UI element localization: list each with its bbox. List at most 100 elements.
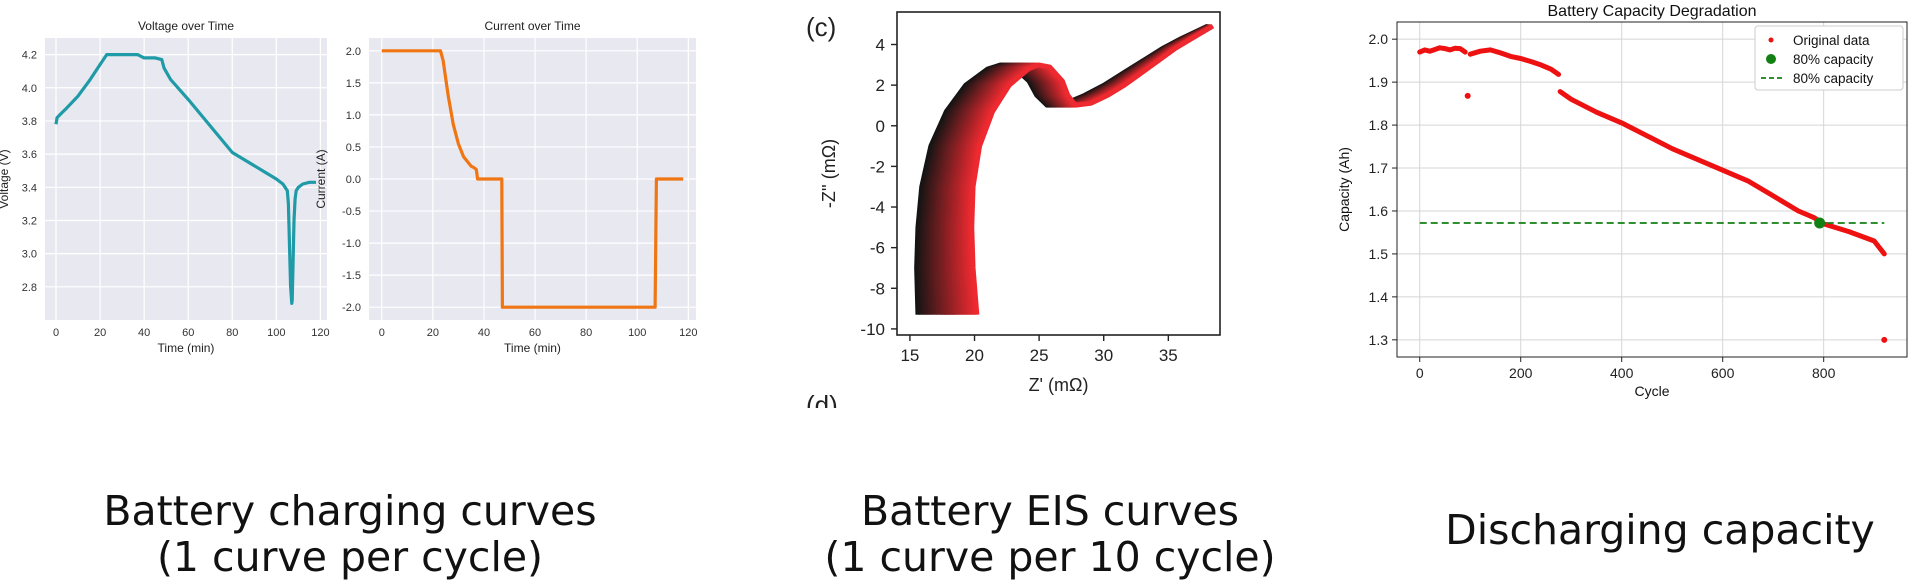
x-tick-label: 60 <box>182 327 194 339</box>
legend-label: 80% capacity <box>1793 71 1874 86</box>
x-tick-label: 30 <box>1094 346 1113 365</box>
plot-frame <box>896 11 1221 336</box>
chart-capacity: 0 200 400 600 800 1.3 1.4 1.5 1.6 1.7 1.8 1.9 2.0 Bat… <box>1336 3 1908 399</box>
y-tick-label: -6 <box>870 239 885 258</box>
chart-title: Battery Capacity Degradation <box>1548 3 1757 20</box>
x-tick-label: 40 <box>478 327 490 339</box>
caption-discharging-capacity: Discharging capacity <box>1430 507 1890 553</box>
data-point-run <box>1557 89 1887 257</box>
x-tick-label: 0 <box>379 327 385 339</box>
plot-frame <box>1396 21 1908 358</box>
y-tick-label: 2.8 <box>22 282 37 294</box>
chart-title: Current over Time <box>484 19 580 33</box>
y-tick-label: 1.9 <box>1369 74 1389 90</box>
data-point-run <box>1467 47 1562 77</box>
y-tick-label: 1.5 <box>346 78 361 90</box>
y-tick-label: -8 <box>870 279 885 298</box>
y-tick-label: -1.5 <box>342 270 361 282</box>
legend-box <box>1754 25 1904 91</box>
y-tick-label: 1.5 <box>1369 246 1389 262</box>
y-tick-label: 2 <box>876 76 885 95</box>
x-tick-label: 25 <box>1030 346 1049 365</box>
chart-eis: 15 20 25 30 35 -10 -8 -6 -4 -2 0 2 4 Z' (mΩ) -Z'' (mΩ)… <box>806 11 1221 420</box>
data-point <box>1464 92 1471 99</box>
x-tick-label: 100 <box>628 327 646 339</box>
y-tick-label: 3.2 <box>22 215 37 227</box>
data-point <box>1881 336 1888 343</box>
y-tick-label: 2.0 <box>346 46 361 58</box>
x-tick-label: 15 <box>900 346 919 365</box>
y-tick-label: 4 <box>876 36 885 55</box>
legend-swatch-original <box>1768 37 1774 43</box>
x-tick-label: 80 <box>226 327 238 339</box>
x-tick-label: 400 <box>1610 365 1634 381</box>
x-tick-label: 200 <box>1509 365 1533 381</box>
legend-label: 80% capacity <box>1793 52 1874 67</box>
caption-eis-curves: Battery EIS curves (1 curve per 10 cycle… <box>815 488 1285 580</box>
x-tick-label: 600 <box>1711 365 1735 381</box>
chart-0: 0 20 40 60 80 100 120 2.8 3.0 3.2 3.4 3.6 3.8 4.0 4.2 V… <box>0 19 330 355</box>
y-tick-label: 1.4 <box>1369 289 1389 305</box>
y-tick-label: 4.0 <box>22 83 37 95</box>
y-tick-label: 1.0 <box>346 110 361 122</box>
y-axis-label: Capacity (Ah) <box>1336 147 1352 232</box>
y-tick-label: 1.3 <box>1369 332 1389 348</box>
x-tick-label: 800 <box>1812 365 1836 381</box>
x-axis-label: Cycle <box>1634 383 1669 399</box>
y-tick-label: 1.6 <box>1369 203 1389 219</box>
series-line <box>54 53 316 305</box>
y-tick-label: 3.6 <box>22 149 37 161</box>
x-axis-label: Time (min) <box>158 341 215 355</box>
caption-charging-line1: Battery charging curves <box>103 487 597 535</box>
x-axis-label: Z' (mΩ) <box>1029 375 1089 395</box>
caption-discharging-line1: Discharging capacity <box>1445 506 1875 554</box>
panel-label-bottom: (d) <box>806 390 838 420</box>
caption-eis-line2: (1 curve per 10 cycle) <box>824 533 1276 581</box>
y-tick-label: 3.8 <box>22 116 37 128</box>
plot-area <box>45 38 327 320</box>
x-tick-label: 80 <box>580 327 592 339</box>
x-tick-label: 0 <box>1416 365 1424 381</box>
y-tick-label: 3.4 <box>22 182 37 194</box>
y-axis-label: Current (A) <box>314 149 328 208</box>
series-line <box>381 49 684 309</box>
y-tick-label: 3.0 <box>22 249 37 261</box>
data-point-run <box>1417 45 1468 55</box>
x-tick-label: 0 <box>53 327 59 339</box>
caption-eis-line1: Battery EIS curves <box>860 487 1240 535</box>
chart-title: Voltage over Time <box>138 19 234 33</box>
chart-1: 0 20 40 60 80 100 120 -2.0 -1.5 -1.0 -0.5 0.0 0.5 1.0… <box>314 19 698 355</box>
x-tick-label: 120 <box>679 327 697 339</box>
eis-curve <box>936 24 1211 315</box>
y-tick-label: -1.0 <box>342 238 361 250</box>
legend-swatch-marker <box>1766 54 1776 64</box>
y-tick-label: -0.5 <box>342 206 361 218</box>
x-tick-label: 40 <box>138 327 150 339</box>
eis-curve <box>938 24 1211 315</box>
y-tick-label: 4.2 <box>22 50 37 62</box>
panel-label: (c) <box>806 12 836 42</box>
x-tick-label: 100 <box>267 327 285 339</box>
eis-curve <box>969 24 1215 315</box>
y-tick-label: 1.7 <box>1369 160 1389 176</box>
x-tick-label: 20 <box>965 346 984 365</box>
y-tick-label: 0 <box>876 117 885 136</box>
x-tick-label: 120 <box>311 327 329 339</box>
threshold-marker <box>1814 217 1826 229</box>
y-tick-label: 2.0 <box>1369 31 1389 47</box>
legend: Original data 80% capacity 80% capacity <box>1754 25 1904 91</box>
x-tick-label: 20 <box>94 327 106 339</box>
x-tick-label: 20 <box>427 327 439 339</box>
caption-charging-line2: (1 curve per cycle) <box>156 533 544 581</box>
x-tick-label: 35 <box>1159 346 1178 365</box>
x-axis-label: Time (min) <box>504 341 561 355</box>
y-tick-label: 1.8 <box>1369 117 1389 133</box>
y-tick-label: -2 <box>870 157 885 176</box>
y-tick-label: -10 <box>860 320 885 339</box>
y-tick-label: 0.0 <box>346 174 361 186</box>
x-tick-label: 60 <box>529 327 541 339</box>
y-tick-label: 0.5 <box>346 142 361 154</box>
y-tick-label: -4 <box>870 198 885 217</box>
caption-charging-curves: Battery charging curves (1 curve per cyc… <box>95 488 605 580</box>
